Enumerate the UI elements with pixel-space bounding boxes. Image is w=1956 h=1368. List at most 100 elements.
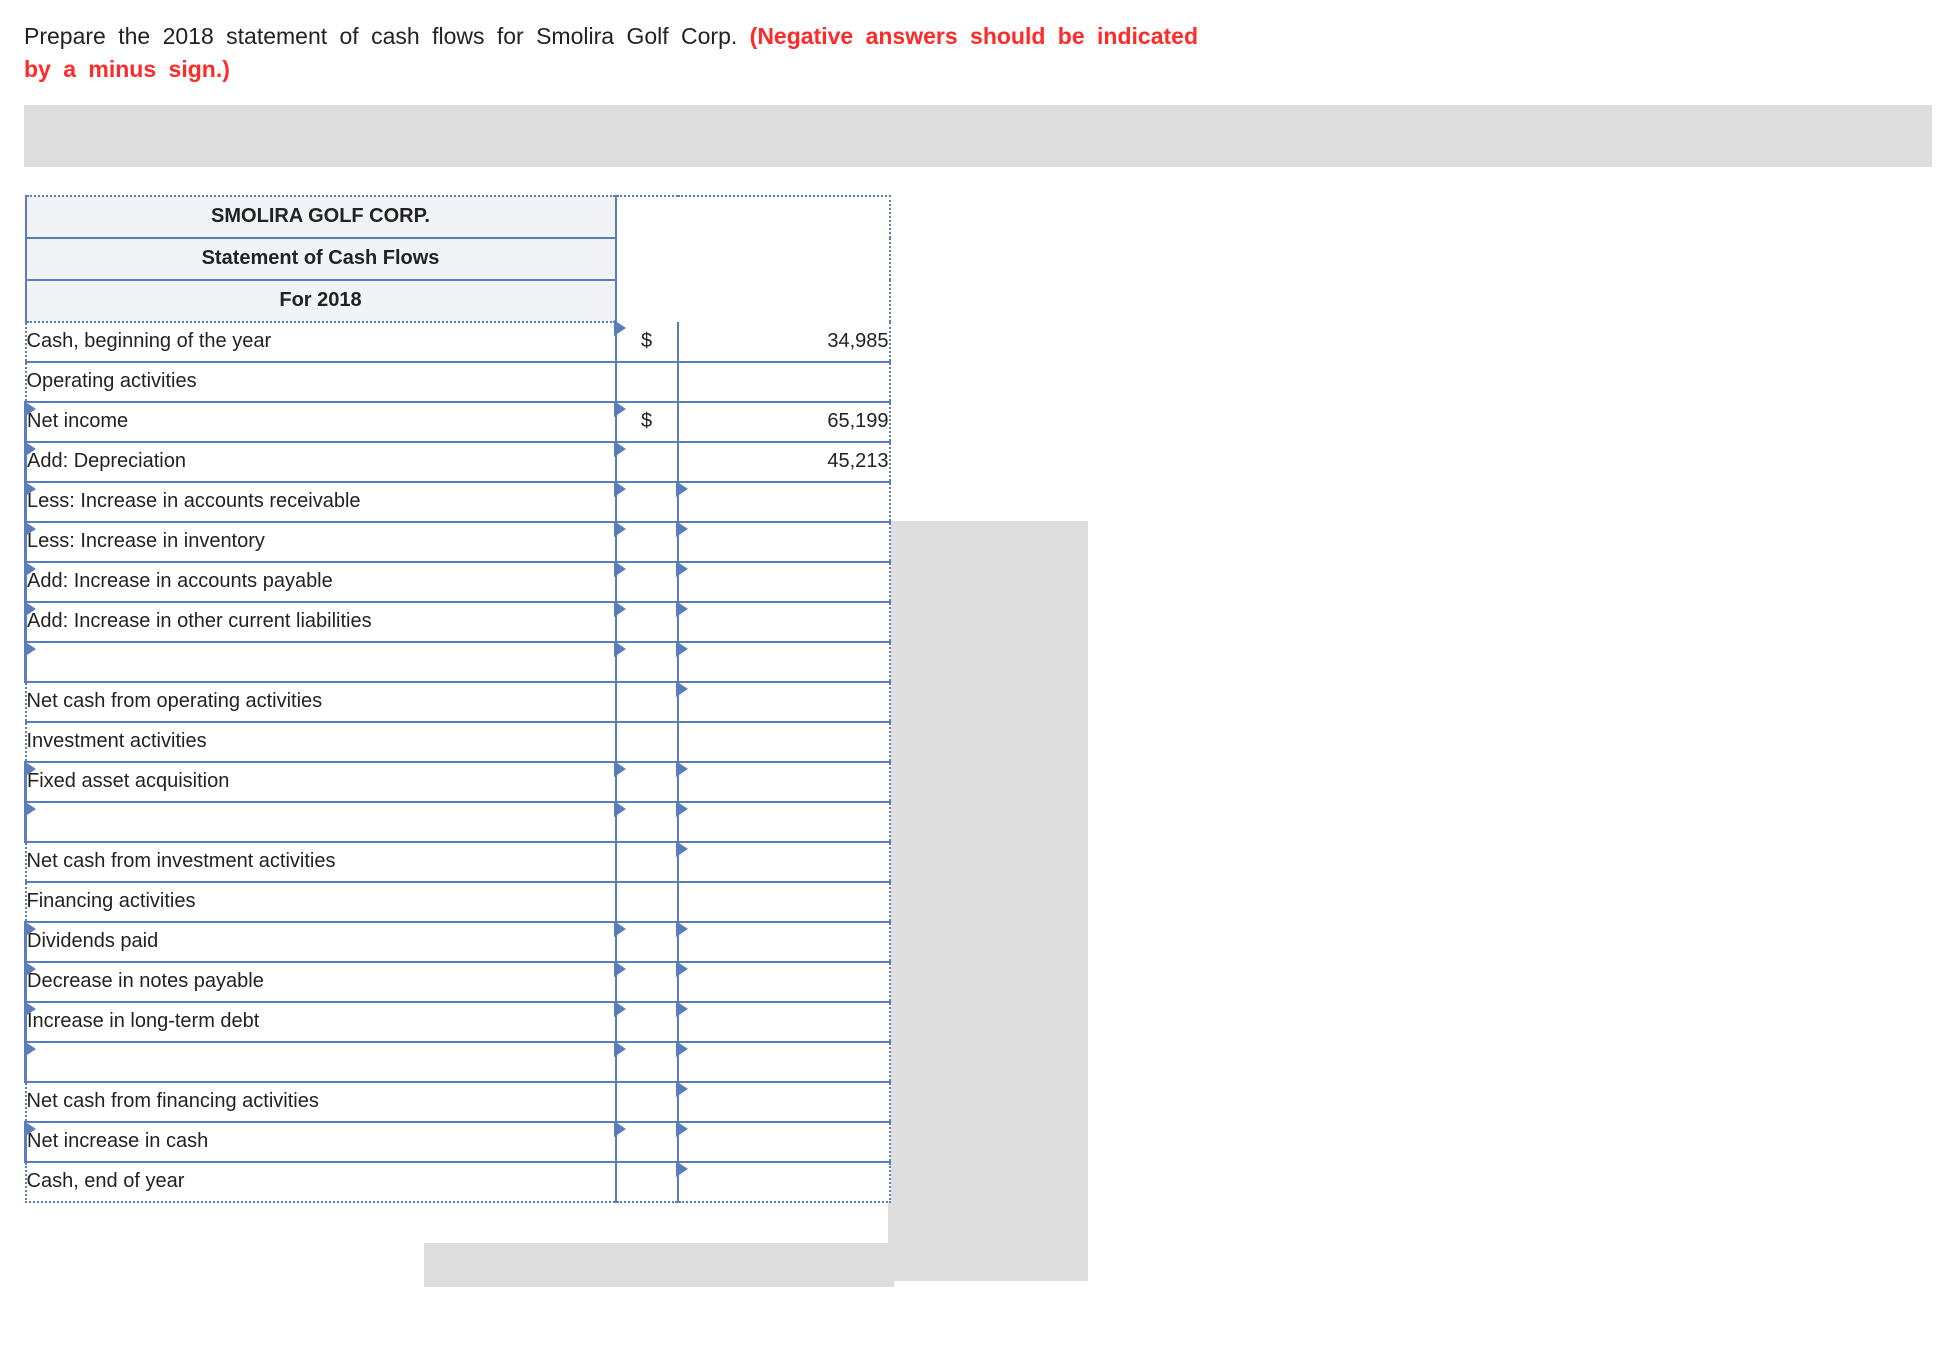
row-label[interactable] xyxy=(26,802,616,842)
row-label-text: Add: Increase in accounts payable xyxy=(27,570,333,592)
editable-marker-icon xyxy=(614,921,626,937)
table-row: Less: Increase in inventory xyxy=(26,522,890,562)
row-label-text: Net cash from operating activities xyxy=(27,690,323,712)
row-label[interactable]: Net income xyxy=(26,402,616,442)
value-cell[interactable]: 45,213 xyxy=(678,442,890,482)
currency-symbol-cell[interactable] xyxy=(616,922,678,962)
currency-symbol-cell[interactable] xyxy=(616,1002,678,1042)
editable-marker-icon xyxy=(614,320,626,336)
editable-marker-icon xyxy=(24,401,36,417)
value-cell[interactable] xyxy=(678,522,890,562)
value-cell[interactable] xyxy=(678,482,890,522)
value-cell[interactable] xyxy=(678,1082,890,1122)
currency-symbol-cell xyxy=(616,842,678,882)
currency-symbol-cell[interactable] xyxy=(616,442,678,482)
currency-symbol-cell[interactable] xyxy=(616,482,678,522)
value-cell[interactable] xyxy=(678,682,890,722)
editable-marker-icon xyxy=(614,1041,626,1057)
row-label-text: Less: Increase in inventory xyxy=(27,530,265,552)
editable-marker-icon xyxy=(676,961,688,977)
header-year: For 2018 xyxy=(26,280,616,322)
value-cell[interactable] xyxy=(678,1042,890,1082)
value-cell[interactable] xyxy=(678,962,890,1002)
row-label-text: Net increase in cash xyxy=(27,1130,208,1152)
row-label[interactable]: Net increase in cash xyxy=(26,1122,616,1162)
table-row: Add: Depreciation 45,213 xyxy=(26,442,890,482)
table-row: Financing activities xyxy=(26,882,890,922)
table-row xyxy=(26,1042,890,1082)
editable-marker-icon xyxy=(676,1041,688,1057)
row-label[interactable]: Dividends paid xyxy=(26,922,616,962)
currency-symbol: $ xyxy=(641,410,652,432)
currency-symbol-cell[interactable] xyxy=(616,802,678,842)
currency-symbol-cell xyxy=(616,1162,678,1202)
value-cell[interactable]: 65,199 xyxy=(678,402,890,442)
row-label: Net cash from financing activities xyxy=(26,1082,616,1122)
row-label[interactable]: Decrease in notes payable xyxy=(26,962,616,1002)
editable-marker-icon xyxy=(676,641,688,657)
table-row: Add: Increase in other current liabiliti… xyxy=(26,602,890,642)
row-label-text: Net cash from financing activities xyxy=(27,1090,319,1112)
value-cell[interactable] xyxy=(678,1122,890,1162)
table-row xyxy=(26,802,890,842)
table-row: Cash, beginning of the year $34,985 xyxy=(26,322,890,362)
editable-marker-icon xyxy=(24,481,36,497)
value-cell[interactable] xyxy=(678,1162,890,1202)
row-label[interactable]: Add: Increase in other current liabiliti… xyxy=(26,602,616,642)
value-cell[interactable] xyxy=(678,922,890,962)
row-label[interactable]: Less: Increase in accounts receivable xyxy=(26,482,616,522)
value-cell[interactable] xyxy=(678,802,890,842)
currency-symbol-cell[interactable] xyxy=(616,1122,678,1162)
editable-marker-icon xyxy=(24,521,36,537)
value-cell[interactable] xyxy=(678,842,890,882)
table-row: Add: Increase in accounts payable xyxy=(26,562,890,602)
row-label[interactable]: Add: Increase in accounts payable xyxy=(26,562,616,602)
row-label-text: Operating activities xyxy=(27,370,197,392)
editable-marker-icon xyxy=(676,681,688,697)
editable-marker-icon xyxy=(24,761,36,777)
table-row: Investment activities xyxy=(26,722,890,762)
row-label-text: Investment activities xyxy=(27,730,207,752)
currency-symbol-cell[interactable] xyxy=(616,762,678,802)
currency-symbol-cell[interactable] xyxy=(616,602,678,642)
currency-symbol-cell[interactable]: $ xyxy=(616,322,678,362)
value-cell[interactable] xyxy=(678,602,890,642)
editable-marker-icon xyxy=(614,401,626,417)
value-cell[interactable] xyxy=(678,1002,890,1042)
value-text: 34,985 xyxy=(827,330,888,352)
value-text: 65,199 xyxy=(827,410,888,432)
value-cell[interactable] xyxy=(678,642,890,682)
editable-marker-icon xyxy=(614,1001,626,1017)
value-cell[interactable] xyxy=(678,722,890,762)
editable-marker-icon xyxy=(614,1121,626,1137)
currency-symbol-cell[interactable] xyxy=(616,562,678,602)
currency-symbol-cell[interactable]: $ xyxy=(616,402,678,442)
row-label[interactable] xyxy=(26,642,616,682)
editable-marker-icon xyxy=(614,761,626,777)
row-label[interactable] xyxy=(26,1042,616,1082)
currency-symbol-cell[interactable] xyxy=(616,522,678,562)
row-label[interactable]: Add: Depreciation xyxy=(26,442,616,482)
value-cell[interactable] xyxy=(678,762,890,802)
currency-symbol-cell xyxy=(616,362,678,402)
editable-marker-icon xyxy=(676,801,688,817)
editable-marker-icon xyxy=(24,961,36,977)
currency-symbol-cell[interactable] xyxy=(616,962,678,1002)
currency-symbol-cell[interactable] xyxy=(616,642,678,682)
currency-symbol-cell[interactable] xyxy=(616,1042,678,1082)
editable-marker-icon xyxy=(614,441,626,457)
value-cell[interactable] xyxy=(678,562,890,602)
row-label[interactable]: Increase in long-term debt xyxy=(26,1002,616,1042)
value-cell[interactable] xyxy=(678,882,890,922)
table-row: Net cash from operating activities xyxy=(26,682,890,722)
editable-marker-icon xyxy=(676,521,688,537)
value-cell[interactable] xyxy=(678,362,890,402)
row-label[interactable]: Fixed asset acquisition xyxy=(26,762,616,802)
row-label-text: Fixed asset acquisition xyxy=(27,770,229,792)
row-label[interactable]: Less: Increase in inventory xyxy=(26,522,616,562)
editable-marker-icon xyxy=(24,921,36,937)
row-label-text: Cash, beginning of the year xyxy=(27,330,272,352)
editable-marker-icon xyxy=(676,1001,688,1017)
header-empty xyxy=(616,196,890,322)
value-cell[interactable]: 34,985 xyxy=(678,322,890,362)
